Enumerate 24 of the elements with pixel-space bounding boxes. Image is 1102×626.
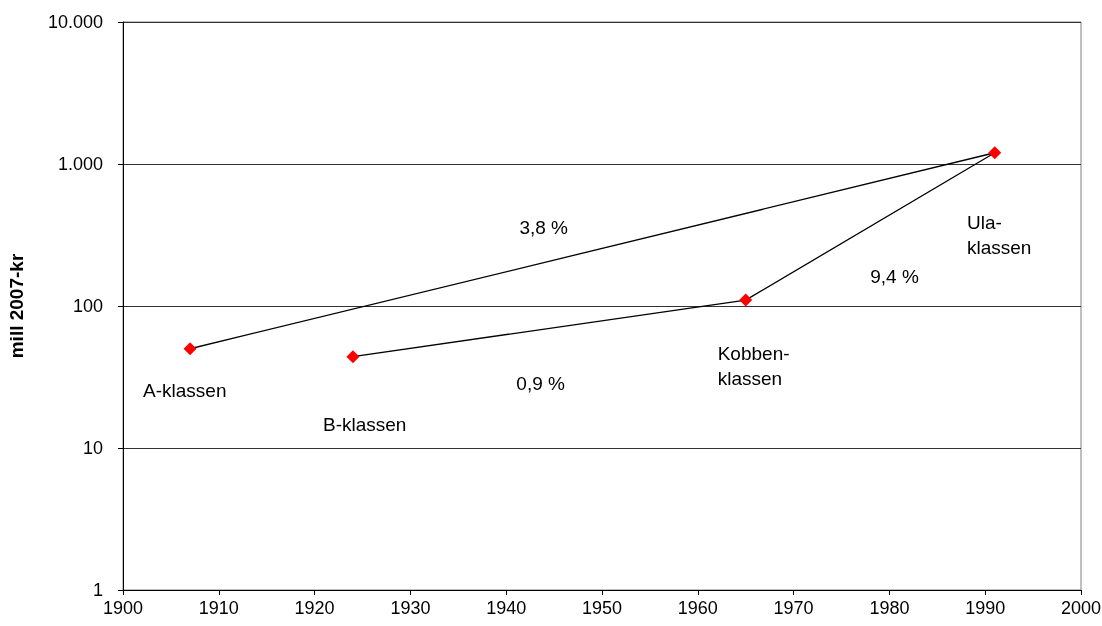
annotation: B-klassen <box>323 413 407 435</box>
x-tick-label: 2000 <box>1060 598 1102 618</box>
annotation: 0,9 % <box>516 373 565 395</box>
y-tick-label: 10.000 <box>47 12 103 32</box>
y-axis-title: mill 2007-kr <box>6 253 27 359</box>
x-tick-label: 1960 <box>677 598 718 618</box>
annotation: 9,4 % <box>870 265 919 287</box>
x-tick-label: 1900 <box>102 598 144 618</box>
x-tick-label: 1910 <box>198 598 239 618</box>
x-tick-label: 1970 <box>773 598 814 618</box>
annotation: A-klassen <box>143 380 227 402</box>
x-tick-label: 1950 <box>581 598 623 618</box>
x-tick-label: 1940 <box>486 598 527 618</box>
y-tick-label: 1.000 <box>57 154 103 174</box>
x-tick-label: 1980 <box>869 598 910 618</box>
y-tick-label: 100 <box>72 296 103 316</box>
x-tick-label: 1930 <box>390 598 431 618</box>
y-tick-label: 1 <box>92 580 103 600</box>
x-tick-label: 1920 <box>294 598 335 618</box>
annotation: Ula- klassen <box>967 212 1032 258</box>
y-tick-label: 10 <box>82 438 103 458</box>
annotation: 3,8 % <box>519 217 569 239</box>
annotation: Kobben- klassen <box>717 343 790 390</box>
x-tick-label: 1990 <box>965 598 1006 618</box>
